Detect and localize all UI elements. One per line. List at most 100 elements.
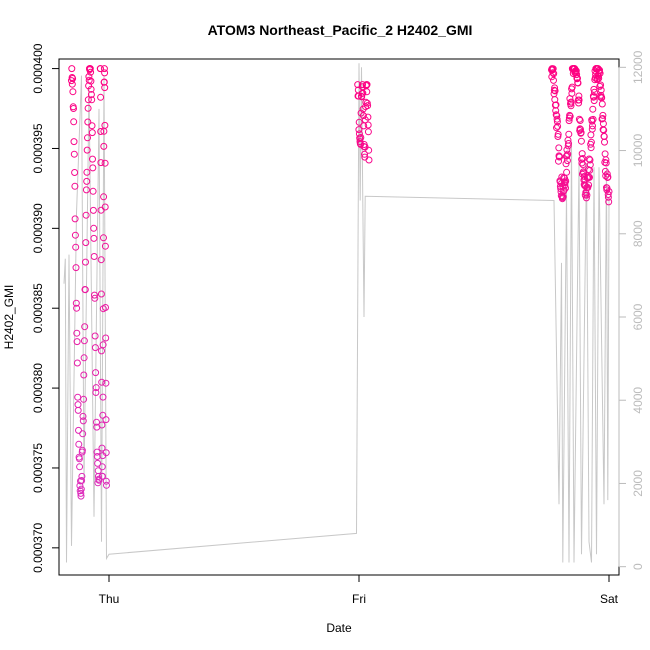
data-point [599,120,607,128]
data-point [561,181,569,189]
data-point [78,446,86,454]
data-point [86,65,94,73]
data-point [72,243,80,251]
data-point [550,70,558,78]
data-point [70,105,77,112]
data-point [94,472,102,480]
data-point [99,393,107,401]
data-point [566,112,574,120]
data-point [73,359,81,367]
data-point [577,125,584,133]
data-point [588,117,596,125]
data-point [564,142,572,150]
data-point [102,304,109,311]
data-point [101,159,109,167]
data-point [77,485,85,493]
data-point [573,71,581,79]
data-point [100,65,108,73]
data-point [84,118,92,126]
data-point [553,118,561,126]
data-point [78,472,86,480]
left-tick-label: 0.000380 [31,363,45,413]
data-point [89,164,97,172]
data-point [87,68,95,76]
data-point [84,104,92,112]
data-point [88,129,96,137]
data-point [81,323,89,331]
left-axis: 0.000370 0.000375 0.000380 0.000385 0.000390… [31,43,60,573]
data-point [562,184,569,192]
data-point [578,150,586,158]
altitude-series-line [63,63,610,563]
data-point [75,440,83,448]
data-point [556,153,564,161]
data-point [582,194,590,202]
data-point [597,81,605,89]
data-point [550,76,557,84]
data-point [599,111,607,119]
data-point [355,118,363,126]
data-point [572,67,580,75]
data-point [580,169,588,177]
data-point [359,89,367,97]
data-point [91,294,99,302]
data-point [605,198,613,206]
data-point [99,472,106,480]
data-point [77,492,85,500]
data-point [551,84,559,92]
data-point [577,137,585,145]
data-point [575,92,583,100]
data-point [89,187,97,195]
data-point [364,102,372,110]
x-axis: Thu Fri Sat [99,574,619,606]
data-point [97,93,105,101]
data-point [600,133,608,140]
data-point [97,159,105,167]
data-point [89,206,97,214]
left-tick-label: 0.000370 [31,522,45,572]
data-point [92,369,100,377]
data-point [588,125,596,133]
data-point [83,177,91,185]
data-point [358,93,366,101]
data-point [363,81,371,89]
data-point [605,188,613,195]
data-point [364,113,372,121]
data-point [83,168,91,176]
data-point [98,444,106,452]
data-point [70,138,78,146]
data-point [568,89,576,97]
data-point [76,463,84,471]
data-point [589,105,597,113]
right-tick-label: 8000 [631,220,645,247]
data-point [596,66,603,74]
x-tick-label: Sat [600,592,619,606]
left-tick-label: 0.000375 [31,443,45,493]
data-point [577,129,585,137]
data-point [102,334,110,342]
data-point [73,304,81,312]
data-point [590,93,598,101]
plot-frame [58,58,620,576]
data-point [70,118,78,126]
right-axis: 0 2000 4000 6000 8000 10000 12000 [618,50,645,570]
data-point [102,379,110,387]
data-point [102,477,110,485]
data-point [586,173,593,181]
data-point [587,131,595,139]
data-point [70,150,78,158]
data-point [586,161,594,169]
data-point [79,417,87,425]
data-point [96,65,104,73]
data-point [101,203,109,211]
data-point [82,258,89,266]
data-point [103,481,110,489]
data-point [71,215,79,223]
data-point [562,177,570,185]
data-point [100,234,107,242]
data-point [365,156,373,164]
data-point [359,112,367,120]
x-tick-label: Thu [99,592,120,606]
right-tick-label: 12000 [631,50,645,84]
